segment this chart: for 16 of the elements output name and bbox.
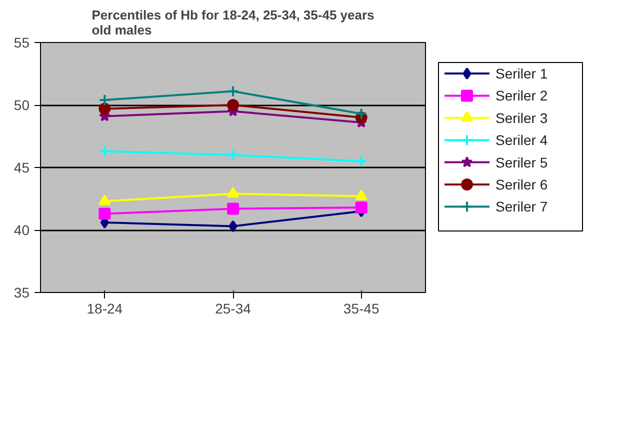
x-tick-label: 25-34 xyxy=(215,300,252,316)
y-tick-label: 50 xyxy=(14,97,30,113)
y-tick-label: 55 xyxy=(14,34,30,50)
legend-label: Seriler 3 xyxy=(496,110,548,126)
x-tick-label: 35-45 xyxy=(343,300,380,316)
legend-label: Seriler 5 xyxy=(496,154,548,170)
legend-label: Seriler 1 xyxy=(496,66,548,82)
y-tick-label: 40 xyxy=(14,222,30,238)
y-tick-label: 35 xyxy=(14,284,30,300)
legend-label: Seriler 6 xyxy=(496,176,548,192)
chart-title: Percentiles of Hb for 18-24, 25-34, 35-45 years old males xyxy=(92,8,374,38)
x-tick-label: 18-24 xyxy=(86,300,123,316)
legend-label: Seriler 2 xyxy=(496,88,548,104)
legend-label: Seriler 7 xyxy=(496,198,548,215)
y-tick-label: 45 xyxy=(14,160,30,176)
legend-label: Seriler 4 xyxy=(496,132,548,148)
